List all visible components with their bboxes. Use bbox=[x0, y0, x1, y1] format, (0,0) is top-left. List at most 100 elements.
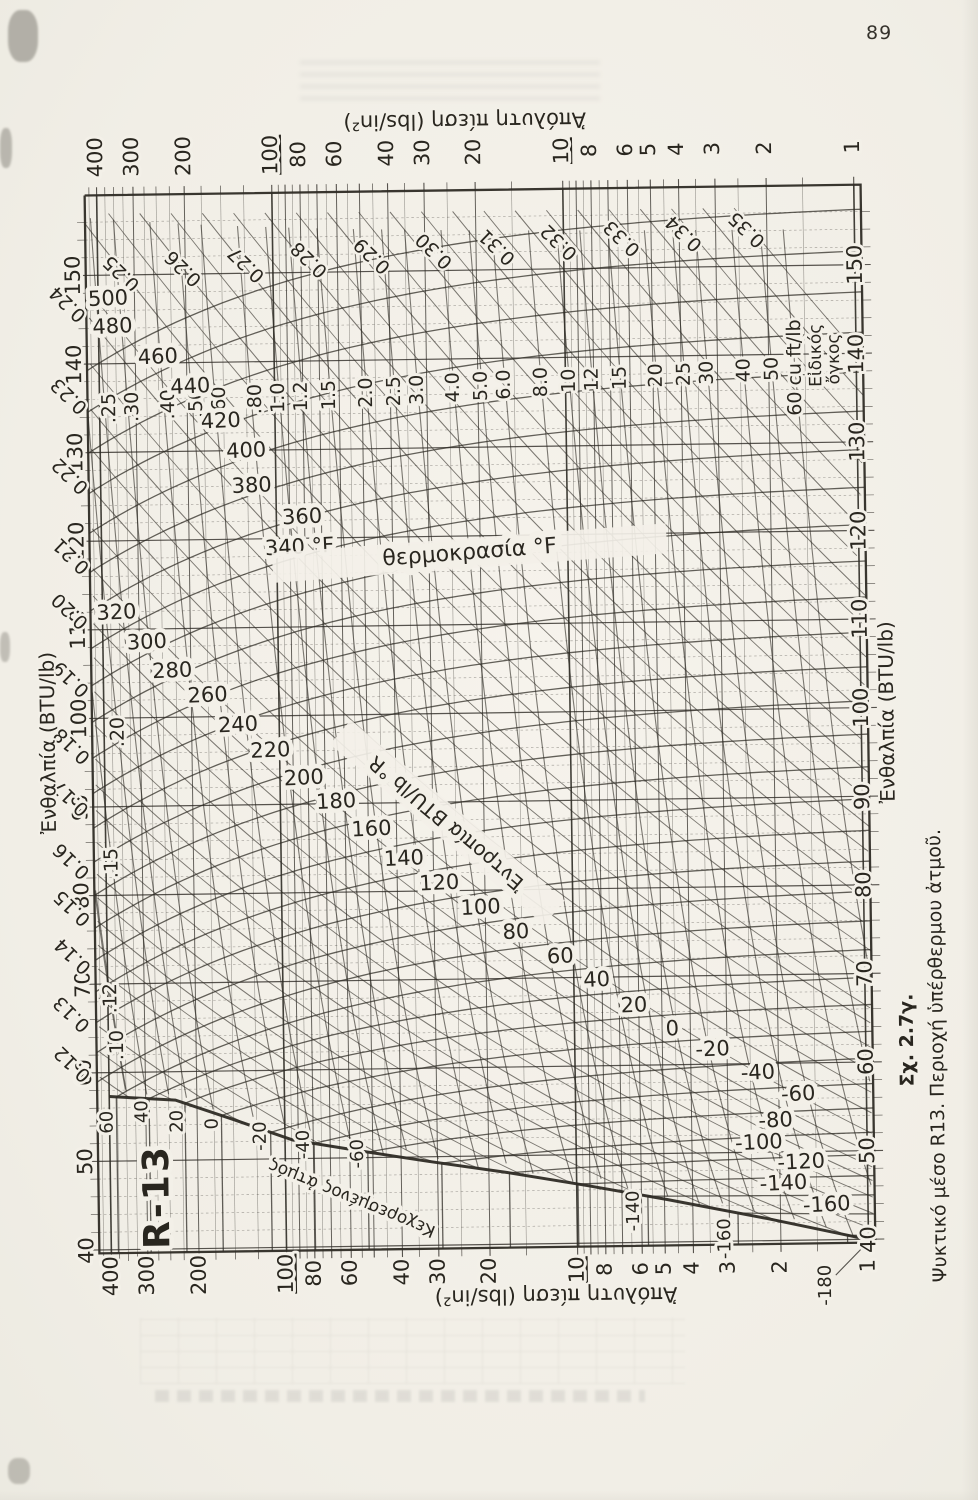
isotherm-value: 140 bbox=[383, 845, 424, 871]
entropy-value: 0.16 bbox=[49, 838, 95, 883]
pressure-tick-top: 4 bbox=[664, 142, 688, 156]
enthalpy-tick-right: 100 bbox=[849, 687, 874, 727]
pressure-tick-top: 200 bbox=[171, 136, 196, 176]
pressure-tick-bottom: 1 bbox=[856, 1259, 880, 1273]
volume-value: 3.0 bbox=[406, 375, 428, 406]
enthalpy-tick-left: 60 bbox=[72, 1059, 96, 1086]
enthalpy-tick-right: 130 bbox=[845, 421, 870, 461]
isotherm-value: -40 bbox=[740, 1059, 775, 1085]
annotation: Εἰδικός bbox=[806, 324, 827, 387]
isotherm-value: 100 bbox=[460, 894, 501, 920]
volume-value: .25 bbox=[98, 393, 120, 424]
isotherm-value: 280 bbox=[152, 657, 193, 683]
isotherm-value: 300 bbox=[126, 629, 167, 655]
pressure-tick-bottom: 300 bbox=[134, 1255, 159, 1295]
isotherm-value: 480 bbox=[92, 313, 133, 339]
saturation-temp-value: -20 bbox=[250, 1121, 271, 1151]
isochores bbox=[84, 218, 872, 1236]
isotherm-value: 460 bbox=[137, 343, 178, 369]
two-phase-isotherms bbox=[115, 1096, 849, 1254]
plot-frame bbox=[83, 183, 877, 1276]
volume-value: 1.0 bbox=[267, 383, 289, 414]
pressure-tick-top: 300 bbox=[119, 137, 144, 177]
pressure-tick-top: 3 bbox=[700, 142, 724, 156]
pressure-tick-top: 30 bbox=[410, 139, 434, 166]
chart-root: 4004003003002002001001008080606040403030… bbox=[33, 105, 953, 1311]
volume-value: .80 bbox=[244, 384, 266, 415]
isotherm-value: 200 bbox=[283, 765, 324, 791]
saturation-curve bbox=[109, 1095, 876, 1243]
enthalpy-tick-right: 120 bbox=[846, 510, 871, 550]
saturation-temp-value: 0 bbox=[202, 1118, 223, 1130]
volume-value: .20 bbox=[106, 717, 128, 748]
pressure-tick-top: 6 bbox=[613, 143, 637, 157]
volume-value: 25 bbox=[673, 362, 695, 386]
volume-value: .40 bbox=[157, 389, 179, 420]
saturation-temp-value: 20 bbox=[166, 1110, 187, 1133]
enthalpy-tick-left: 50 bbox=[73, 1148, 97, 1175]
enthalpy-tick-left: 40 bbox=[74, 1237, 98, 1264]
scan-artifact bbox=[8, 10, 38, 62]
pressure-tick-bottom: 20 bbox=[477, 1257, 501, 1284]
axis-title: Ἀπόλυτη πίεση (lbs/in²) bbox=[343, 107, 586, 134]
caption-line: Ψυκτικό μέσο R13. Περιοχή ὑπέρθερμου ἀτμ… bbox=[923, 829, 951, 1283]
volume-value: 4.0 bbox=[442, 372, 464, 403]
isotherm-value: 220 bbox=[250, 737, 291, 763]
isotherm-value: -140 bbox=[759, 1170, 808, 1196]
volume-value: .10 bbox=[106, 1030, 128, 1061]
pressure-tick-bottom: 2 bbox=[768, 1260, 792, 1274]
volume-value: 50 bbox=[760, 357, 782, 381]
enthalpy-tick-right: 80 bbox=[851, 871, 875, 898]
pressure-tick-top: 100 bbox=[258, 135, 283, 175]
enthalpy-tick-right: 140 bbox=[844, 334, 869, 374]
figure-caption: Σχ. 2.7γ. Ψυκτικό μέσο R13. Περιοχή ὑπέρθ… bbox=[894, 827, 953, 1284]
isotherm-value: 260 bbox=[187, 682, 228, 708]
volume-value: 2.0 bbox=[355, 377, 377, 408]
volume-value: 2.5 bbox=[383, 376, 405, 407]
enthalpy-tick-left: 70 bbox=[70, 971, 94, 998]
isotherm-value: 0 bbox=[665, 1016, 680, 1041]
volume-value: .30 bbox=[121, 392, 143, 423]
isotherm-value: 440 bbox=[170, 373, 211, 399]
enthalpy-tick-left: 150 bbox=[60, 255, 85, 295]
tick-labels: 4004003003002002001001008080606040403030… bbox=[57, 132, 883, 1300]
saturation-temp-value: -140 bbox=[623, 1190, 645, 1231]
enthalpy-tick-right: 40 bbox=[856, 1226, 880, 1253]
enthalpy-tick-left: 120 bbox=[64, 521, 89, 561]
isotherm-value: 180 bbox=[315, 788, 356, 814]
pressure-tick-bottom: 10 bbox=[564, 1256, 588, 1283]
scan-artifact bbox=[8, 1458, 30, 1484]
enthalpy-tick-right: 60 bbox=[854, 1048, 878, 1075]
enthalpy-tick-left: 90 bbox=[68, 794, 92, 821]
pressure-tick-bottom: 5 bbox=[652, 1262, 676, 1276]
volume-value: 12 bbox=[581, 367, 603, 391]
isotherm-value: 500 bbox=[87, 285, 128, 311]
enthalpy-tick-right: 70 bbox=[852, 960, 876, 987]
enthalpy-tick-left: 140 bbox=[62, 344, 87, 384]
pressure-tick-top: 5 bbox=[636, 143, 660, 157]
volume-value: .12 bbox=[99, 983, 121, 1014]
pressure-tick-bottom: 100 bbox=[273, 1254, 298, 1294]
isotherm-value: 120 bbox=[419, 870, 460, 896]
page-number: 89 bbox=[866, 22, 893, 44]
isotherm-value: -160 bbox=[802, 1191, 851, 1217]
enthalpy-tick-left: 80 bbox=[69, 882, 93, 909]
pressure-tick-bottom: 400 bbox=[98, 1256, 123, 1296]
isotherm-value: -120 bbox=[777, 1148, 826, 1174]
pressure-tick-top: 10 bbox=[549, 137, 573, 164]
isotherm-value: 240 bbox=[217, 711, 258, 737]
isotherm-value: 20 bbox=[620, 992, 648, 1017]
axis-title: Ἐνθαλπία (BTU/lb) bbox=[35, 652, 62, 834]
isotherm-value: 380 bbox=[231, 472, 272, 498]
enthalpy-tick-right: 50 bbox=[855, 1137, 879, 1164]
label-clearing-band bbox=[271, 523, 668, 583]
axis-title: Ἐνθαλπία (BTU/lb) bbox=[873, 621, 900, 803]
annotation: ὄγκος bbox=[824, 333, 845, 384]
pressure-tick-bottom: 80 bbox=[302, 1260, 326, 1287]
pressure-tick-bottom: 8 bbox=[593, 1262, 617, 1276]
pressure-tick-bottom: 4 bbox=[680, 1261, 704, 1275]
saturation-temp-value: -180 bbox=[815, 1265, 837, 1306]
volume-value: 10 bbox=[558, 368, 580, 392]
isotherm-value: 80 bbox=[502, 919, 530, 944]
